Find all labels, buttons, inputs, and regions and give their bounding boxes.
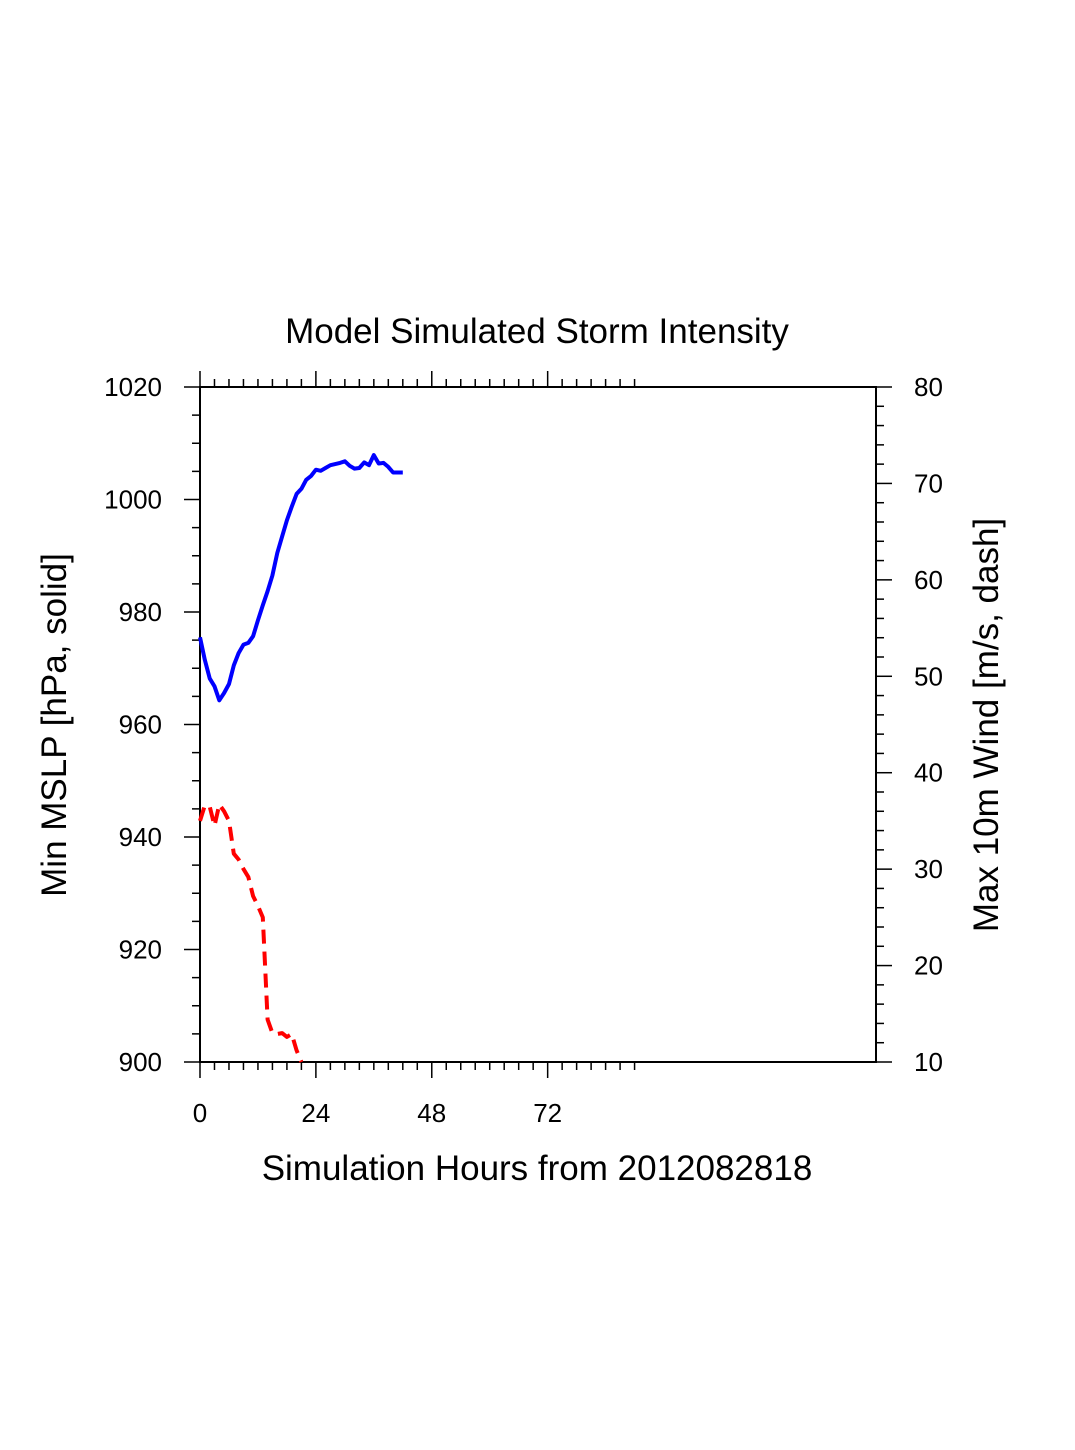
y-left-tick-label: 1000 — [104, 485, 162, 515]
x-tick-label: 24 — [301, 1098, 330, 1128]
x-tick-label: 72 — [533, 1098, 562, 1128]
y-right-tick-label: 20 — [914, 951, 943, 981]
y-axis-right-label: Max 10m Wind [m/s, dash] — [967, 518, 1006, 932]
y-left-tick-label: 960 — [119, 710, 162, 740]
series-max-wind-line — [198, 802, 304, 1063]
series-layer — [198, 453, 403, 1063]
y-left-tick-label: 900 — [119, 1047, 162, 1077]
y-axis-left-label: Min MSLP [hPa, solid] — [35, 553, 74, 897]
y-right-tick-label: 40 — [914, 758, 943, 788]
x-axis-label: Simulation Hours from 2012082818 — [262, 1149, 813, 1188]
x-tick-label: 0 — [193, 1098, 207, 1128]
y-right-tick-label: 30 — [914, 854, 943, 884]
series-min-mslp-line — [198, 453, 403, 703]
y-left-tick-label: 980 — [119, 597, 162, 627]
ticks-layer: 0 24 48 72900920940960980100010201020304050… — [104, 371, 943, 1128]
y-left-tick-label: 920 — [119, 935, 162, 965]
y-right-tick-label: 60 — [914, 565, 943, 595]
y-right-tick-label: 80 — [914, 372, 943, 402]
chart-title: Model Simulated Storm Intensity — [285, 312, 789, 351]
y-right-tick-label: 50 — [914, 661, 943, 691]
y-left-tick-label: 940 — [119, 822, 162, 852]
y-left-tick-label: 1020 — [104, 372, 162, 402]
y-right-tick-label: 10 — [914, 1047, 943, 1077]
x-tick-label: 48 — [417, 1098, 446, 1128]
y-right-tick-label: 70 — [914, 468, 943, 498]
